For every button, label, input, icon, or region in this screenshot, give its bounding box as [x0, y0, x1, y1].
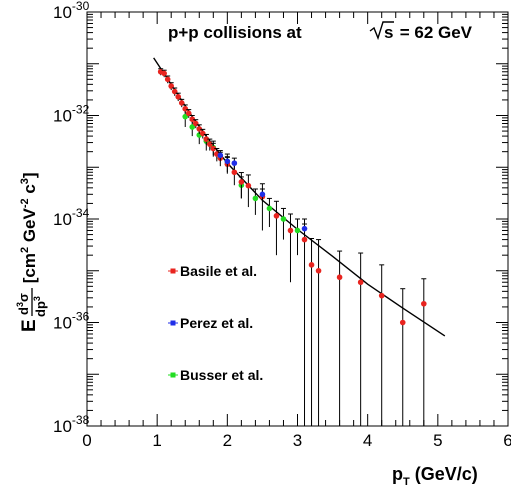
data-point-basile	[203, 136, 210, 142]
x-tick-label: 6	[503, 431, 511, 450]
legend-item-perez: Perez et al.	[168, 315, 253, 331]
data-point-basile	[182, 105, 189, 112]
y-axis-label: E d3σ dp3 [cm2 GeV-2 c3]	[15, 172, 48, 332]
legend-label-busser: Busser et al.	[180, 367, 263, 383]
ylabel-E: E	[19, 319, 40, 332]
x-tick-label: 2	[223, 431, 232, 450]
data-point-busser	[189, 124, 196, 130]
y-tick-label: 10-38	[53, 413, 90, 436]
sqrt-symbol	[369, 21, 394, 41]
data-point-perez	[231, 160, 238, 166]
data-point-basile	[161, 70, 167, 77]
data-point-basile	[164, 76, 171, 83]
title-sqrt-arg: s	[384, 23, 393, 42]
fit-curve	[153, 57, 446, 337]
data-point-basile	[189, 116, 196, 122]
x-tick-label: 1	[152, 431, 161, 450]
data-point-basile	[178, 100, 185, 106]
title-suffix: = 62 GeV	[395, 23, 473, 42]
data-point-perez	[259, 191, 266, 198]
data-point-basile	[192, 120, 199, 127]
data-point-basile	[231, 169, 238, 176]
data-point-basile	[308, 262, 315, 268]
legend: Basile et al. Perez et al. Busser et al.	[168, 263, 263, 383]
data-point-busser	[280, 216, 287, 222]
data-point-basile	[336, 274, 343, 281]
legend-label-basile: Basile et al.	[180, 263, 257, 279]
data-point-basile	[273, 213, 280, 219]
data-point-basile	[357, 279, 364, 286]
x-axis-label: pT (GeV/c)	[392, 464, 478, 488]
legend-item-busser: Busser et al.	[168, 367, 263, 383]
x-tick-label: 3	[293, 431, 302, 450]
data-point-basile	[421, 300, 427, 307]
x-tick-label: 0	[82, 431, 91, 450]
data-point-basile	[301, 236, 308, 243]
chart-title: p+p collisions at	[168, 23, 302, 42]
data-point-basile	[245, 182, 252, 189]
data-point-busser	[294, 227, 301, 234]
title-sqrt: s = 62 GeV	[369, 21, 473, 42]
data-point-busser	[266, 205, 273, 212]
y-tick-label: 10-32	[53, 103, 90, 126]
data-point-basile	[199, 130, 206, 137]
svg-text:pT (GeV/c): pT (GeV/c)	[392, 464, 478, 488]
y-tick-label: 10-34	[53, 206, 90, 229]
ylabel-numerator: d3σ	[15, 293, 31, 315]
y-tick-label: 10-36	[53, 310, 90, 333]
ylabel-denominator: dp3	[32, 296, 48, 317]
legend-marker-busser	[170, 372, 176, 378]
ylabel-units: [cm2 GeV-2 c3]	[19, 172, 39, 288]
data-point-basile	[168, 83, 174, 89]
data-point-perez	[217, 152, 224, 159]
data-point-perez	[301, 225, 308, 232]
legend-marker-perez	[170, 320, 176, 326]
data-point-perez	[224, 158, 231, 165]
title-prefix: p+p collisions at	[168, 23, 302, 42]
data-point-basile	[287, 227, 294, 234]
data-point-busser	[182, 113, 189, 120]
data-point-basile	[196, 126, 203, 132]
xlabel-rest: (GeV/c)	[410, 464, 478, 484]
data-point-basile	[399, 319, 406, 326]
data-point-basile	[238, 179, 245, 185]
legend-marker-basile	[170, 268, 176, 274]
data-point-basile	[206, 141, 213, 147]
legend-label-perez: Perez et al.	[180, 315, 253, 331]
data-point-basile	[378, 292, 385, 299]
data-point-basile	[315, 267, 322, 274]
data-point-busser	[252, 195, 259, 202]
xlabel-sub: T	[403, 476, 410, 488]
legend-item-basile: Basile et al.	[168, 263, 257, 279]
data-point-basile	[175, 93, 182, 100]
x-tick-label: 5	[433, 431, 442, 450]
xlabel-p: p	[392, 464, 403, 484]
data-point-basile	[210, 145, 217, 152]
y-tick-label: 10-30	[53, 0, 90, 22]
data-point-basile	[185, 110, 192, 117]
x-tick-label: 4	[363, 431, 372, 450]
